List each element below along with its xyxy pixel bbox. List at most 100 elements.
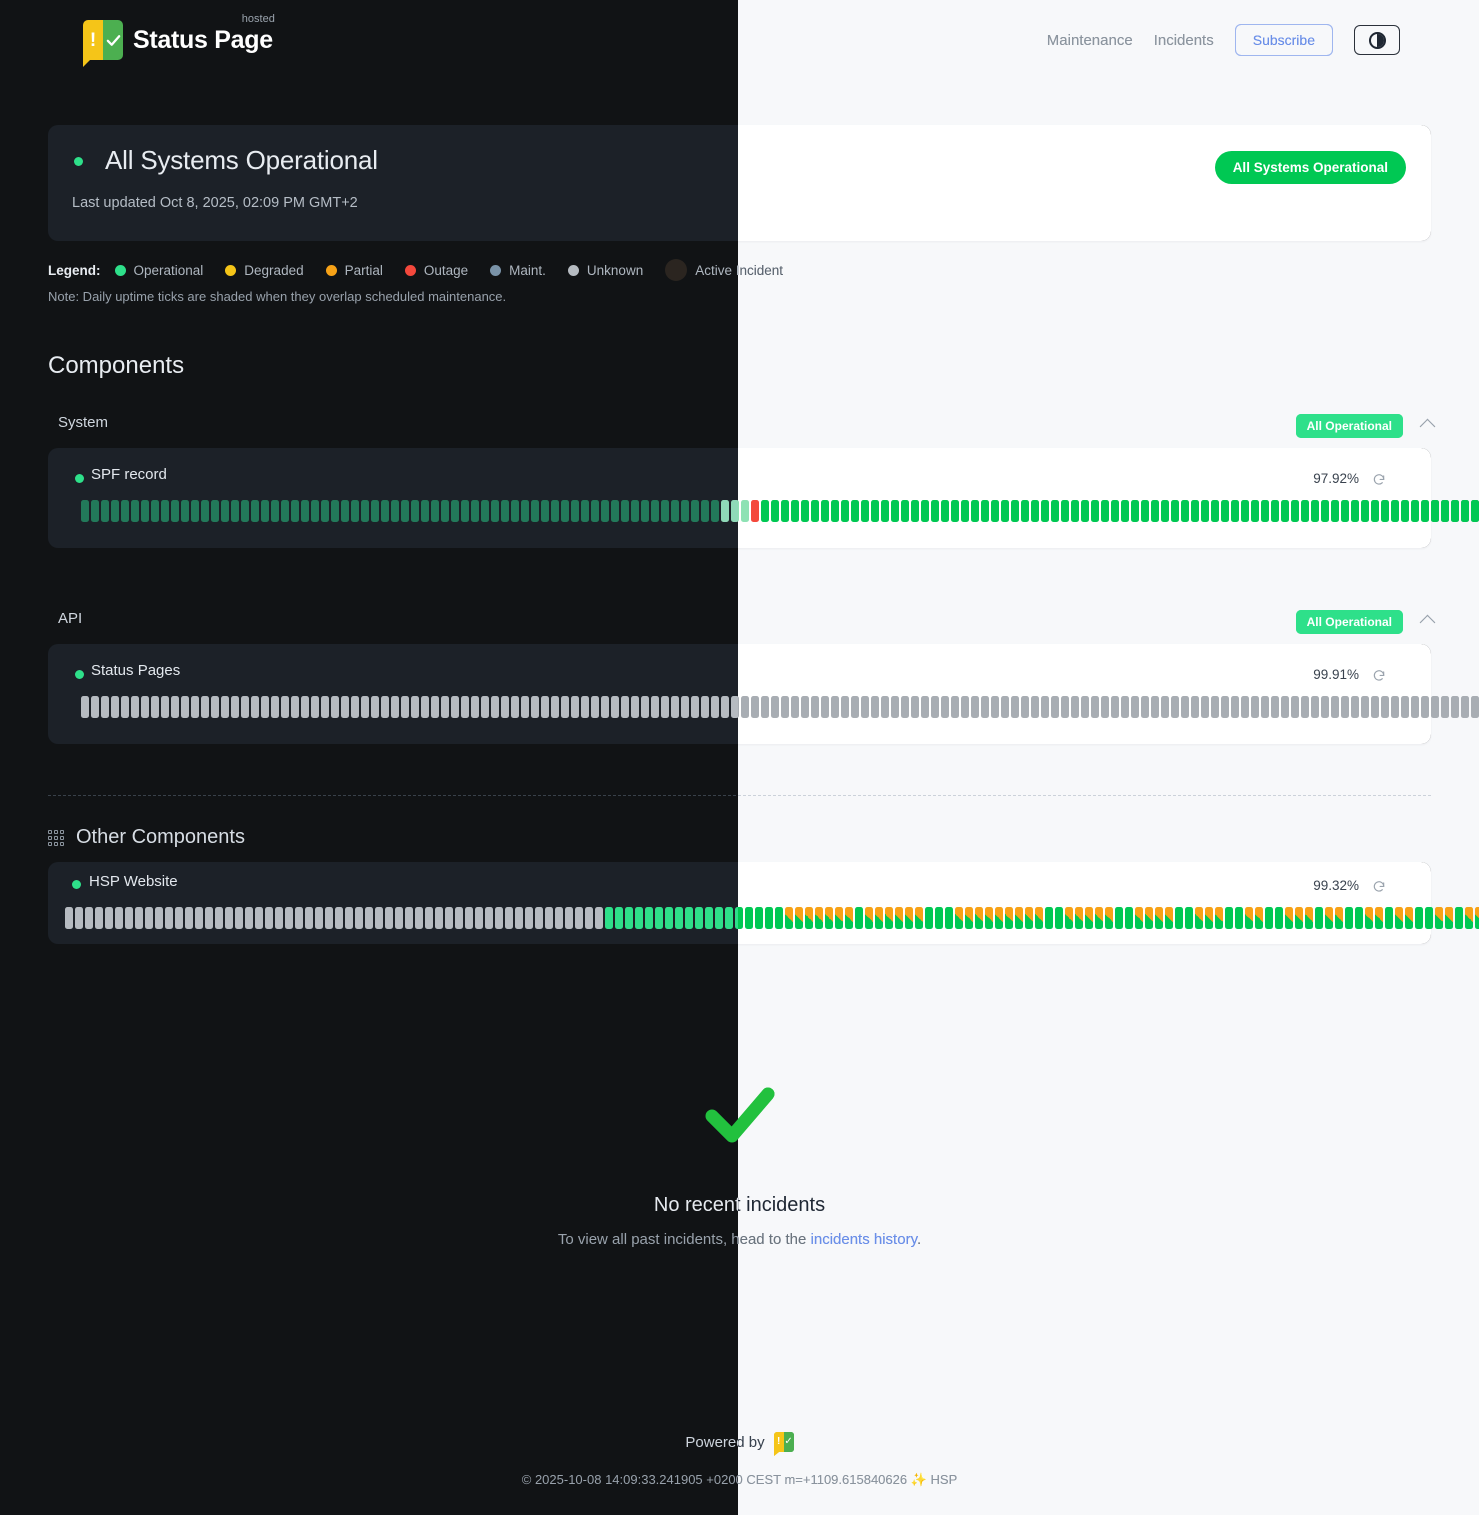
uptime-tick[interactable] bbox=[351, 696, 359, 718]
uptime-tick[interactable] bbox=[361, 696, 369, 718]
uptime-tick[interactable] bbox=[531, 500, 539, 522]
uptime-tick[interactable] bbox=[1421, 500, 1429, 522]
uptime-tick[interactable] bbox=[1371, 696, 1379, 718]
uptime-tick[interactable] bbox=[781, 500, 789, 522]
uptime-tick[interactable] bbox=[221, 696, 229, 718]
uptime-tick[interactable] bbox=[901, 500, 909, 522]
nav-incidents[interactable]: Incidents bbox=[1153, 31, 1214, 49]
uptime-tick[interactable] bbox=[945, 907, 953, 929]
uptime-tick[interactable] bbox=[1265, 907, 1273, 929]
uptime-tick[interactable] bbox=[121, 696, 129, 718]
uptime-tick[interactable] bbox=[641, 696, 649, 718]
uptime-tick[interactable] bbox=[1245, 907, 1253, 929]
uptime-tick[interactable] bbox=[115, 907, 123, 929]
uptime-tick[interactable] bbox=[1125, 907, 1133, 929]
uptime-tick[interactable] bbox=[465, 907, 473, 929]
uptime-tick[interactable] bbox=[1471, 500, 1479, 522]
uptime-tick[interactable] bbox=[511, 500, 519, 522]
uptime-tick[interactable] bbox=[1231, 500, 1239, 522]
group-collapse-chevron-system[interactable] bbox=[1419, 415, 1437, 433]
uptime-tick[interactable] bbox=[251, 696, 259, 718]
uptime-tick[interactable] bbox=[781, 696, 789, 718]
uptime-tick[interactable] bbox=[1301, 696, 1309, 718]
uptime-ticks-hsp-website[interactable] bbox=[738, 907, 1479, 929]
uptime-tick[interactable] bbox=[915, 907, 923, 929]
uptime-tick[interactable] bbox=[675, 907, 683, 929]
uptime-tick[interactable] bbox=[161, 500, 169, 522]
uptime-tick[interactable] bbox=[1451, 500, 1459, 522]
uptime-tick[interactable] bbox=[1035, 907, 1043, 929]
uptime-tick[interactable] bbox=[75, 907, 83, 929]
uptime-tick[interactable] bbox=[1025, 907, 1033, 929]
uptime-tick[interactable] bbox=[415, 907, 423, 929]
uptime-tick[interactable] bbox=[1051, 696, 1059, 718]
uptime-tick[interactable] bbox=[281, 500, 289, 522]
uptime-tick[interactable] bbox=[381, 696, 389, 718]
uptime-tick[interactable] bbox=[1275, 907, 1283, 929]
uptime-tick[interactable] bbox=[625, 907, 633, 929]
uptime-tick[interactable] bbox=[981, 500, 989, 522]
uptime-tick[interactable] bbox=[1131, 696, 1139, 718]
uptime-tick[interactable] bbox=[405, 907, 413, 929]
uptime-tick[interactable] bbox=[905, 907, 913, 929]
incidents-history-link[interactable]: incidents history bbox=[810, 1231, 917, 1248]
uptime-tick[interactable] bbox=[1091, 500, 1099, 522]
uptime-tick[interactable] bbox=[911, 500, 919, 522]
uptime-tick[interactable] bbox=[1315, 907, 1323, 929]
uptime-tick[interactable] bbox=[1021, 696, 1029, 718]
uptime-tick[interactable] bbox=[515, 907, 523, 929]
uptime-tick[interactable] bbox=[375, 907, 383, 929]
uptime-tick[interactable] bbox=[901, 696, 909, 718]
uptime-tick[interactable] bbox=[1305, 907, 1313, 929]
uptime-tick[interactable] bbox=[1261, 696, 1269, 718]
uptime-tick[interactable] bbox=[255, 907, 263, 929]
uptime-tick[interactable] bbox=[661, 500, 669, 522]
uptime-tick[interactable] bbox=[591, 500, 599, 522]
uptime-tick[interactable] bbox=[445, 907, 453, 929]
uptime-tick[interactable] bbox=[1171, 696, 1179, 718]
uptime-tick[interactable] bbox=[751, 696, 759, 718]
uptime-tick[interactable] bbox=[401, 696, 409, 718]
uptime-tick[interactable] bbox=[645, 907, 653, 929]
uptime-tick[interactable] bbox=[1215, 907, 1223, 929]
uptime-tick[interactable] bbox=[265, 907, 273, 929]
uptime-tick[interactable] bbox=[1291, 500, 1299, 522]
uptime-tick[interactable] bbox=[531, 696, 539, 718]
uptime-tick[interactable] bbox=[831, 696, 839, 718]
uptime-tick[interactable] bbox=[701, 696, 709, 718]
uptime-tick[interactable] bbox=[741, 696, 749, 718]
uptime-tick[interactable] bbox=[1135, 907, 1143, 929]
uptime-tick[interactable] bbox=[411, 696, 419, 718]
uptime-tick[interactable] bbox=[191, 500, 199, 522]
uptime-tick[interactable] bbox=[738, 696, 739, 718]
uptime-tick[interactable] bbox=[1311, 696, 1319, 718]
uptime-tick[interactable] bbox=[1301, 500, 1309, 522]
uptime-tick[interactable] bbox=[955, 907, 963, 929]
uptime-tick[interactable] bbox=[421, 696, 429, 718]
uptime-tick[interactable] bbox=[1071, 696, 1079, 718]
incidents-history-link[interactable]: incidents history bbox=[810, 1231, 917, 1248]
uptime-tick[interactable] bbox=[611, 696, 619, 718]
uptime-tick[interactable] bbox=[171, 696, 179, 718]
uptime-tick[interactable] bbox=[1225, 907, 1233, 929]
uptime-tick[interactable] bbox=[1435, 907, 1443, 929]
uptime-tick[interactable] bbox=[585, 907, 593, 929]
uptime-tick[interactable] bbox=[1241, 696, 1249, 718]
uptime-tick[interactable] bbox=[1105, 907, 1113, 929]
uptime-tick[interactable] bbox=[795, 907, 803, 929]
uptime-tick[interactable] bbox=[1191, 696, 1199, 718]
uptime-tick[interactable] bbox=[191, 696, 199, 718]
uptime-tick[interactable] bbox=[951, 500, 959, 522]
uptime-tick[interactable] bbox=[131, 500, 139, 522]
uptime-tick[interactable] bbox=[391, 696, 399, 718]
uptime-tick[interactable] bbox=[1251, 500, 1259, 522]
uptime-tick[interactable] bbox=[151, 500, 159, 522]
uptime-tick[interactable] bbox=[435, 907, 443, 929]
uptime-tick[interactable] bbox=[835, 907, 843, 929]
uptime-tick[interactable] bbox=[451, 500, 459, 522]
uptime-tick[interactable] bbox=[1455, 907, 1463, 929]
uptime-tick[interactable] bbox=[131, 696, 139, 718]
uptime-tick[interactable] bbox=[891, 696, 899, 718]
uptime-tick[interactable] bbox=[451, 696, 459, 718]
refresh-icon-spf-record[interactable] bbox=[1372, 473, 1386, 487]
